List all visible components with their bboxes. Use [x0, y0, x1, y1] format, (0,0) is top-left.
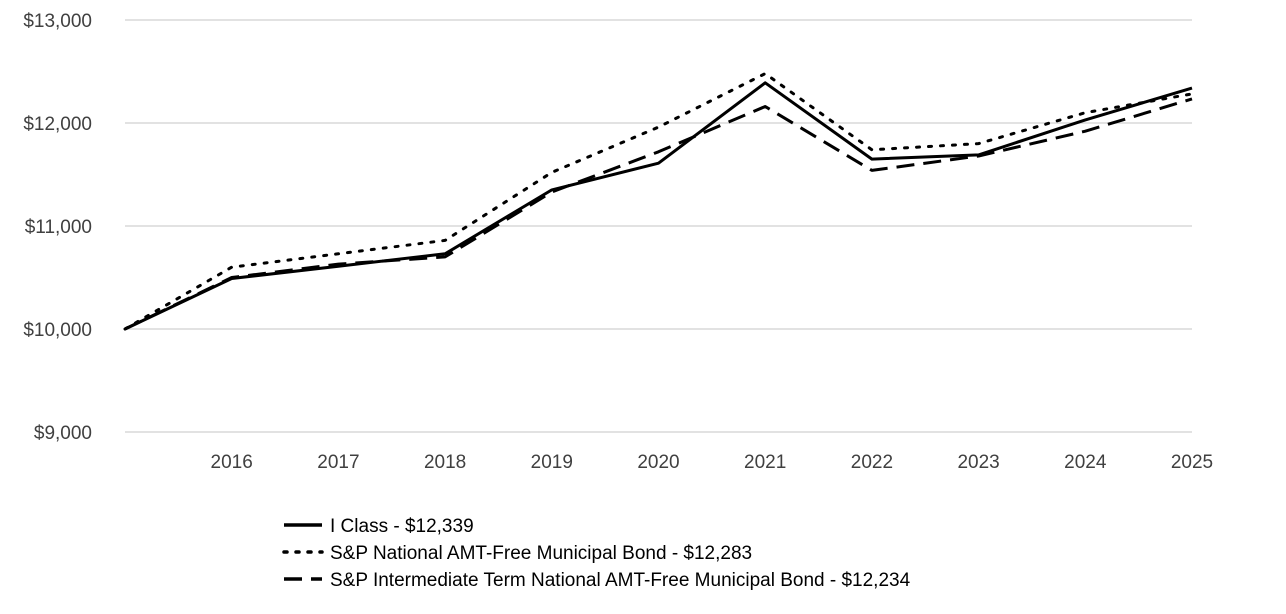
legend-label: S&P National AMT-Free Municipal Bond - $…	[330, 543, 752, 564]
series-line-2-dotted	[123, 72, 1194, 331]
series-line-1-solid	[124, 81, 1193, 331]
y-tick-label: $11,000	[25, 217, 92, 238]
legend-label: I Class - $12,339	[330, 516, 474, 537]
x-tick-label: 2024	[1064, 452, 1107, 473]
x-tick-label: 2019	[531, 452, 573, 473]
y-tick-label: $10,000	[23, 320, 92, 341]
x-tick-label: 2021	[744, 452, 786, 473]
x-tick-label: 2025	[1171, 452, 1213, 473]
series-lines	[123, 72, 1194, 331]
legend: I Class - $12,339 S&P National AMT-Free M…	[282, 516, 911, 591]
y-tick-label: $13,000	[23, 11, 92, 32]
legend-label: S&P Intermediate Term National AMT-Free …	[330, 570, 911, 591]
x-tick-label: 2023	[957, 452, 999, 473]
y-axis-tick-labels: $9,000 $10,000 $11,000 $12,000 $13,000	[23, 11, 92, 444]
series-line-3-dashed	[124, 97, 1193, 331]
y-tick-label: $12,000	[23, 114, 92, 135]
gridlines	[125, 19, 1192, 433]
x-tick-label: 2016	[211, 452, 253, 473]
x-tick-label: 2017	[317, 452, 359, 473]
x-tick-label: 2018	[424, 452, 466, 473]
y-tick-label: $9,000	[34, 423, 92, 444]
x-tick-label: 2022	[851, 452, 893, 473]
x-tick-label: 2020	[637, 452, 679, 473]
x-axis-tick-labels: 2016 2017 2018 2019 2020 2021 2022 2023 2024 2025	[211, 452, 1214, 473]
